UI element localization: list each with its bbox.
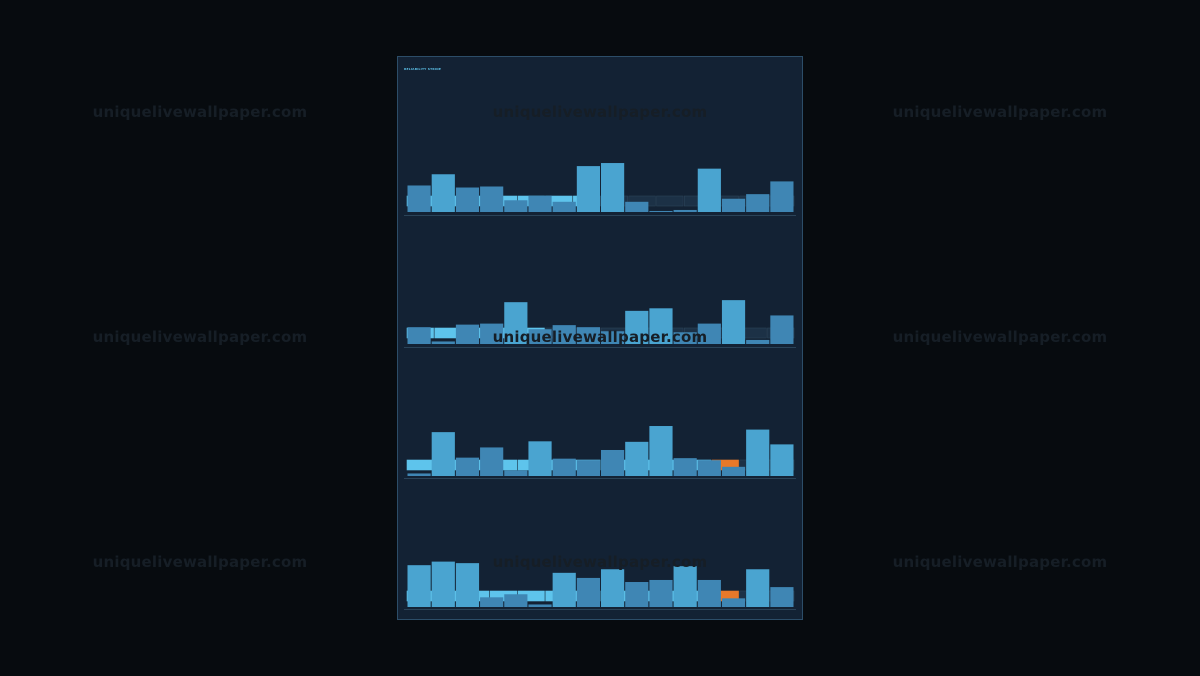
histogram-bar — [552, 325, 576, 344]
histogram-bar — [770, 315, 794, 344]
histogram-bar — [770, 587, 794, 607]
histogram-bar — [649, 210, 673, 212]
progress-segment — [656, 195, 684, 207]
histogram-bar — [552, 458, 576, 476]
histogram-bar — [649, 579, 673, 607]
histogram-bar — [625, 201, 649, 212]
histogram-bar — [455, 187, 480, 212]
histogram-bar — [455, 324, 480, 344]
histogram-bar — [746, 339, 770, 344]
histogram-bar — [528, 195, 552, 212]
histogram-bar — [625, 441, 649, 476]
histogram-bar — [480, 323, 504, 344]
histogram-bar — [673, 566, 697, 607]
histogram-bar — [480, 186, 504, 212]
histogram-bar — [649, 308, 673, 344]
histogram-bar — [770, 181, 794, 212]
histogram-bar — [721, 466, 746, 476]
histogram-bar — [455, 563, 480, 607]
watermark-text: uniquelivewallpaper.com — [892, 103, 1108, 121]
histogram-bar — [746, 429, 770, 476]
histogram-bar — [721, 598, 746, 607]
section-divider — [404, 478, 796, 479]
chart-svg — [406, 426, 795, 476]
histogram-bar — [601, 331, 625, 344]
chart-svg — [406, 163, 795, 212]
chart-section — [398, 245, 802, 377]
histogram-bar — [649, 426, 673, 476]
histogram-bar — [431, 432, 455, 476]
histogram-bar — [697, 460, 721, 476]
watermark-text: uniquelivewallpaper.com — [892, 328, 1108, 346]
histogram-bar — [576, 327, 600, 344]
histogram-bar — [480, 597, 504, 607]
histogram-bar — [601, 569, 625, 607]
section-divider — [404, 609, 796, 610]
chart-section — [398, 508, 802, 640]
histogram-bar — [601, 449, 625, 476]
histogram-bar — [697, 579, 721, 607]
histogram-bar — [697, 168, 721, 212]
histogram-bar — [528, 441, 552, 476]
chart-section — [398, 113, 802, 245]
histogram-bar — [673, 332, 697, 344]
histogram-bar — [431, 341, 455, 344]
histogram-bar — [528, 329, 552, 344]
histogram-bar — [528, 604, 552, 607]
histogram-bar — [673, 458, 697, 476]
histogram-bar — [770, 444, 794, 476]
histogram-bar — [601, 163, 625, 212]
histogram-bar — [721, 198, 746, 212]
watermark-text: uniquelivewallpaper.com — [892, 553, 1108, 571]
histogram-bar — [746, 194, 770, 212]
histogram-bar — [576, 577, 600, 607]
histogram-bar — [480, 447, 504, 476]
histogram-bar — [746, 569, 770, 607]
section-divider — [404, 215, 796, 216]
histogram-bar — [407, 185, 431, 212]
watermark-text: uniquelivewallpaper.com — [92, 103, 308, 121]
histogram-bar — [576, 460, 600, 476]
dashboard-panel: RELIABILITY STRIDE — [397, 56, 803, 620]
histogram-bar — [552, 201, 576, 212]
histogram-bar — [504, 302, 528, 344]
histogram-bar — [625, 582, 649, 607]
histogram-bar — [504, 470, 528, 476]
histogram-bar — [431, 174, 455, 212]
chart-section — [398, 377, 802, 509]
progress-segment — [406, 459, 434, 471]
histogram-bar — [576, 166, 600, 212]
histogram-bar — [407, 473, 431, 476]
watermark-text: uniquelivewallpaper.com — [92, 328, 308, 346]
chart-svg — [406, 300, 795, 344]
histogram-bar — [552, 572, 576, 607]
histogram-bar — [504, 200, 528, 212]
histogram-bar — [625, 310, 649, 344]
chart-svg — [406, 561, 795, 607]
panel-title: RELIABILITY STRIDE — [404, 67, 442, 71]
histogram-bar — [455, 457, 480, 476]
section-divider — [404, 347, 796, 348]
histogram-bar — [721, 300, 746, 344]
histogram-bar — [407, 327, 431, 344]
histogram-bar — [673, 209, 697, 212]
histogram-bar — [504, 594, 528, 607]
histogram-bar — [407, 565, 431, 607]
watermark-text: uniquelivewallpaper.com — [92, 553, 308, 571]
histogram-bar — [431, 561, 455, 607]
histogram-bar — [697, 323, 721, 344]
